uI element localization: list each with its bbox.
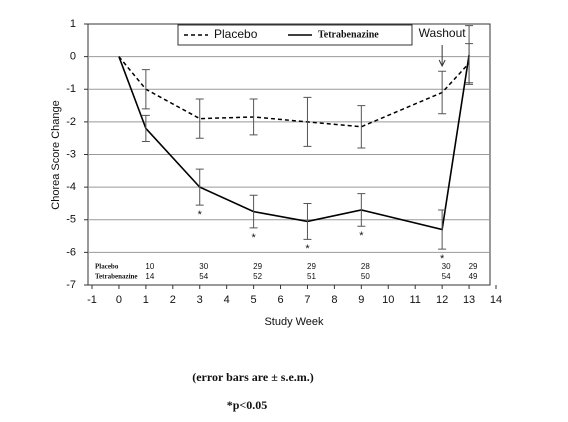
error-bar bbox=[303, 202, 312, 240]
y-tick-label: -2 bbox=[66, 116, 76, 128]
count-value: 29 bbox=[253, 262, 262, 271]
x-tick-label: -1 bbox=[87, 294, 97, 306]
error-bar bbox=[195, 168, 204, 206]
significance-mark: * bbox=[305, 243, 310, 255]
y-tick-label: -6 bbox=[66, 246, 76, 258]
error-bar bbox=[141, 114, 150, 142]
x-tick-label: 10 bbox=[382, 294, 394, 306]
x-tick-label: 3 bbox=[197, 294, 203, 306]
x-tick-label: 8 bbox=[331, 294, 337, 306]
x-tick-label: 11 bbox=[409, 294, 420, 306]
count-value: 50 bbox=[361, 272, 370, 281]
series-line bbox=[118, 54, 470, 231]
significance-mark: * bbox=[359, 230, 364, 242]
y-tick-label: 1 bbox=[70, 18, 76, 30]
count-value: 51 bbox=[307, 272, 316, 281]
legend-label: Placebo bbox=[214, 27, 258, 41]
footnote: (error bars are ± s.e.m.) bbox=[192, 370, 314, 384]
y-tick-label: 0 bbox=[70, 51, 76, 63]
y-axis-label: Chorea Score Change bbox=[50, 100, 62, 209]
x-tick-label: 7 bbox=[304, 294, 310, 306]
error-bar bbox=[303, 96, 312, 147]
x-tick-label: 13 bbox=[463, 294, 475, 306]
legend-label: Tetrabenazine bbox=[318, 29, 379, 40]
error-bar bbox=[249, 98, 258, 136]
washout-label: Washout bbox=[419, 26, 467, 40]
error-bar bbox=[465, 25, 474, 85]
y-tick-label: -1 bbox=[66, 83, 76, 95]
y-tick-label: -7 bbox=[66, 279, 76, 291]
error-bar bbox=[438, 70, 447, 115]
footnote: *p<0.05 bbox=[227, 398, 268, 412]
x-tick-label: 12 bbox=[436, 294, 448, 306]
x-tick-label: 6 bbox=[277, 294, 283, 306]
x-tick-label: 5 bbox=[251, 294, 257, 306]
washout-arrow bbox=[438, 45, 446, 68]
count-value: 29 bbox=[469, 262, 478, 271]
y-tick-label: -4 bbox=[66, 181, 76, 193]
count-row-label: Tetrabenazine bbox=[95, 273, 138, 281]
count-value: 14 bbox=[145, 272, 154, 281]
significance-mark: * bbox=[198, 209, 203, 221]
count-value: 10 bbox=[145, 262, 154, 271]
x-tick-label: 4 bbox=[224, 294, 230, 306]
significance-mark: * bbox=[251, 232, 256, 244]
x-axis-label: Study Week bbox=[264, 316, 324, 328]
count-row-label: Placebo bbox=[95, 263, 119, 271]
count-value: 28 bbox=[361, 262, 370, 271]
error-bar bbox=[357, 193, 366, 227]
count-value: 52 bbox=[253, 272, 262, 281]
count-value: 30 bbox=[442, 262, 451, 271]
significance-mark: * bbox=[440, 253, 445, 265]
count-value: 29 bbox=[307, 262, 316, 271]
series-line bbox=[118, 56, 470, 128]
x-tick-label: 14 bbox=[490, 294, 502, 306]
error-bar bbox=[141, 69, 150, 110]
count-value: 49 bbox=[469, 272, 478, 281]
count-value: 54 bbox=[442, 272, 451, 281]
x-tick-label: 9 bbox=[358, 294, 364, 306]
error-bar bbox=[249, 194, 258, 229]
y-tick-label: -5 bbox=[66, 214, 76, 226]
x-tick-label: 2 bbox=[170, 294, 176, 306]
y-tick-label: -3 bbox=[66, 148, 76, 160]
error-bar bbox=[195, 98, 204, 139]
error-bar bbox=[357, 105, 366, 149]
x-tick-label: 0 bbox=[116, 294, 122, 306]
x-tick-label: 1 bbox=[143, 294, 149, 306]
count-value: 30 bbox=[199, 262, 208, 271]
error-bar bbox=[438, 209, 447, 250]
count-value: 54 bbox=[199, 272, 208, 281]
